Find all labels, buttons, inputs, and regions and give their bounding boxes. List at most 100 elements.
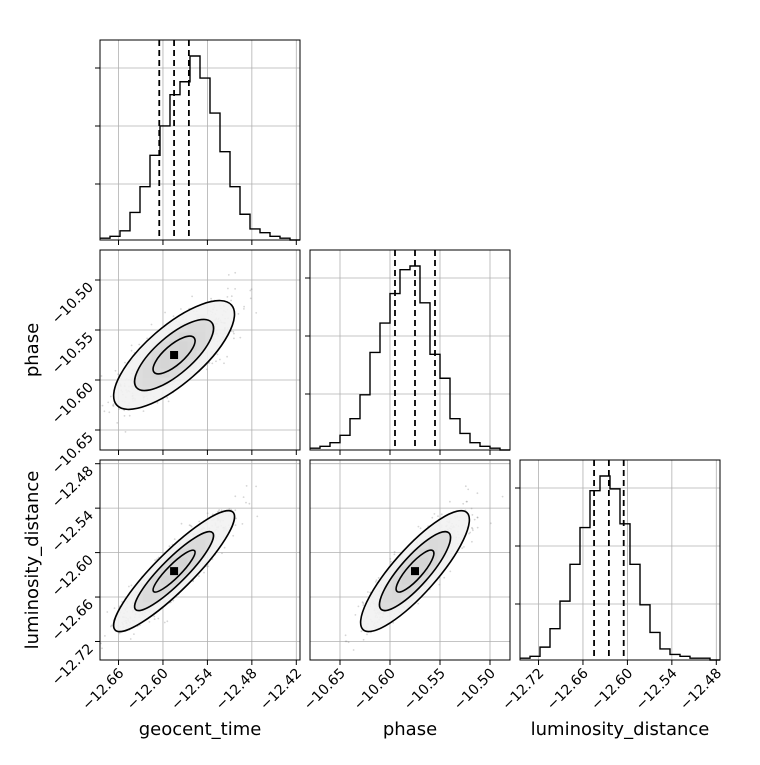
- pair-luminosity-distance-vs-geocent-time-sample: [104, 635, 106, 637]
- pair-luminosity-distance-vs-geocent-time-sample: [192, 580, 195, 583]
- y-tick-label-luminosity-distance-4: −12.72: [49, 641, 97, 689]
- pair-phase-vs-geocent-time-sample: [172, 315, 175, 318]
- pair-luminosity-distance-vs-phase-sample: [367, 591, 369, 593]
- pair-luminosity-distance-vs-phase-sample: [366, 633, 368, 636]
- pair-luminosity-distance-vs-phase-sample: [462, 502, 465, 505]
- pair-phase-vs-geocent-time-sample: [219, 358, 221, 361]
- pair-phase-vs-geocent-time-sample: [166, 396, 169, 399]
- y-tick-label-luminosity-distance-2: −12.60: [49, 552, 97, 600]
- pair-luminosity-distance-vs-geocent-time-sample: [173, 538, 176, 540]
- pair-luminosity-distance-vs-phase-sample: [419, 527, 422, 530]
- pair-phase-vs-geocent-time-sample: [234, 288, 237, 290]
- pair-phase-vs-geocent-time-sample: [117, 373, 119, 376]
- pair-luminosity-distance-vs-phase-sample: [345, 640, 348, 643]
- pair-luminosity-distance-vs-phase-sample: [438, 583, 441, 586]
- y-axis-label-luminosity-distance: luminosity_distance: [22, 471, 43, 650]
- pair-phase-vs-geocent-time-sample: [142, 410, 145, 412]
- x-tick-label-geocent-time-4: −12.42: [257, 666, 305, 714]
- pair-luminosity-distance-vs-geocent-time-sample: [198, 575, 200, 577]
- pair-luminosity-distance-vs-geocent-time-sample: [216, 511, 219, 513]
- pair-phase-vs-geocent-time-sample: [205, 368, 208, 371]
- pair-luminosity-distance-vs-geocent-time-sample: [234, 495, 237, 498]
- pair-phase-vs-geocent-time-sample: [226, 355, 229, 358]
- pair-luminosity-distance-vs-geocent-time-sample: [206, 512, 209, 515]
- x-axis-label-phase: phase: [383, 719, 437, 740]
- pair-luminosity-distance-vs-phase-sample: [344, 640, 347, 643]
- pair-phase-vs-geocent-time-sample: [239, 336, 242, 339]
- pair-phase-vs-geocent-time-sample: [233, 337, 235, 340]
- pair-luminosity-distance-vs-phase-sample: [362, 638, 365, 641]
- pair-luminosity-distance-vs-phase-sample: [392, 621, 395, 624]
- pair-phase-vs-geocent-time-sample: [249, 289, 252, 292]
- pair-luminosity-distance-vs-geocent-time-sample: [241, 523, 244, 525]
- pair-phase-vs-geocent-time-sample: [249, 297, 252, 300]
- pair-luminosity-distance-vs-phase-sample: [374, 581, 377, 583]
- pair-luminosity-distance-vs-geocent-time-sample: [157, 556, 160, 559]
- pair-phase-vs-geocent-time-sample: [128, 414, 131, 417]
- pair-luminosity-distance-vs-phase-sample: [347, 641, 350, 644]
- pair-phase-vs-geocent-time-sample: [112, 405, 115, 407]
- pair-luminosity-distance-vs-geocent-time-contour-2: [152, 549, 196, 593]
- y-tick-label-luminosity-distance-1: −12.54: [49, 508, 97, 556]
- pair-luminosity-distance-vs-geocent-time-sample: [188, 524, 191, 527]
- pair-phase-vs-geocent-time-sample: [150, 323, 153, 326]
- pair-luminosity-distance-vs-geocent-time-sample: [110, 624, 113, 627]
- pair-luminosity-distance-vs-geocent-time-sample: [127, 585, 130, 588]
- pair-luminosity-distance-vs-phase-sample: [473, 518, 476, 521]
- pair-luminosity-distance-vs-phase-sample: [357, 605, 360, 608]
- x-tick-label-luminosity-distance-0: −12.72: [499, 666, 547, 714]
- x-tick-label-phase-3: −10.50: [451, 666, 499, 714]
- pair-luminosity-distance-vs-phase-sample: [468, 532, 470, 535]
- pair-luminosity-distance-vs-geocent-time-sample: [166, 620, 169, 623]
- pair-luminosity-distance-vs-phase-sample: [463, 546, 465, 548]
- pair-luminosity-distance-vs-geocent-time-sample: [118, 632, 121, 635]
- pair-luminosity-distance-vs-geocent-time-sample: [157, 617, 160, 620]
- pair-luminosity-distance-vs-geocent-time-sample: [234, 509, 237, 512]
- pair-luminosity-distance-vs-geocent-time-sample: [190, 525, 193, 528]
- pair-luminosity-distance-vs-geocent-time-sample: [245, 485, 248, 487]
- pair-luminosity-distance-vs-geocent-time-sample: [148, 621, 151, 623]
- pair-phase-vs-geocent-time-sample: [118, 408, 120, 410]
- pair-luminosity-distance-vs-phase-sample: [489, 522, 492, 525]
- pair-luminosity-distance-vs-geocent-time-sample: [256, 515, 259, 518]
- pair-luminosity-distance-vs-geocent-time-peak: [170, 567, 179, 576]
- pair-luminosity-distance-vs-phase-sample: [464, 485, 467, 488]
- pair-luminosity-distance-vs-geocent-time-sample: [180, 522, 183, 525]
- pair-luminosity-distance-vs-phase-sample: [471, 514, 474, 516]
- x-tick-label-phase-2: −10.55: [401, 666, 449, 714]
- pair-luminosity-distance-vs-geocent-time-sample: [154, 559, 157, 562]
- pair-luminosity-distance-vs-phase-contour-2: [395, 549, 435, 593]
- pair-luminosity-distance-vs-phase-sample: [361, 601, 364, 604]
- pair-phase-vs-geocent-time-sample: [123, 415, 126, 417]
- pair-phase-vs-geocent-time-sample: [109, 395, 112, 398]
- pair-phase-vs-geocent-time-sample: [108, 411, 111, 414]
- pair-phase-vs-geocent-time-sample: [167, 400, 170, 403]
- pair-luminosity-distance-vs-geocent-time-sample: [170, 601, 172, 604]
- pair-luminosity-distance-vs-phase-sample: [472, 529, 474, 532]
- panel-frame-phase-vs-geocent-time: [99, 249, 301, 451]
- pair-luminosity-distance-vs-geocent-time-sample: [168, 545, 171, 548]
- pair-luminosity-distance-vs-phase-sample: [344, 634, 347, 637]
- pair-phase-vs-geocent-time-sample: [232, 330, 235, 333]
- panel-frame-luminosity-distance-vs-geocent-time: [99, 459, 301, 661]
- pair-luminosity-distance-vs-geocent-time-sample: [203, 571, 205, 574]
- pair-phase-vs-geocent-time-sample: [223, 362, 225, 365]
- pair-luminosity-distance-vs-geocent-time-sample: [211, 513, 214, 516]
- pair-luminosity-distance-vs-phase-sample: [360, 630, 363, 633]
- pair-luminosity-distance-vs-phase-sample: [467, 488, 470, 491]
- pair-phase-vs-geocent-time-sample: [234, 271, 237, 274]
- pair-phase-vs-geocent-time-sample: [107, 401, 110, 404]
- hist-geocent-time-steps: [100, 55, 300, 241]
- x-tick-label-geocent-time-0: −12.66: [79, 665, 127, 713]
- hist-luminosity-distance-steps: [520, 475, 720, 661]
- pair-luminosity-distance-vs-geocent-time-sample: [228, 508, 231, 510]
- pair-luminosity-distance-vs-phase-sample: [393, 551, 396, 553]
- pair-luminosity-distance-vs-phase-sample: [362, 602, 365, 605]
- pair-luminosity-distance-vs-phase-sample: [476, 516, 479, 519]
- pair-luminosity-distance-vs-phase-sample: [471, 540, 473, 543]
- hist-phase-steps: [310, 265, 510, 451]
- pair-luminosity-distance-vs-geocent-time-sample: [101, 647, 103, 650]
- pair-luminosity-distance-vs-geocent-time-sample: [207, 565, 210, 568]
